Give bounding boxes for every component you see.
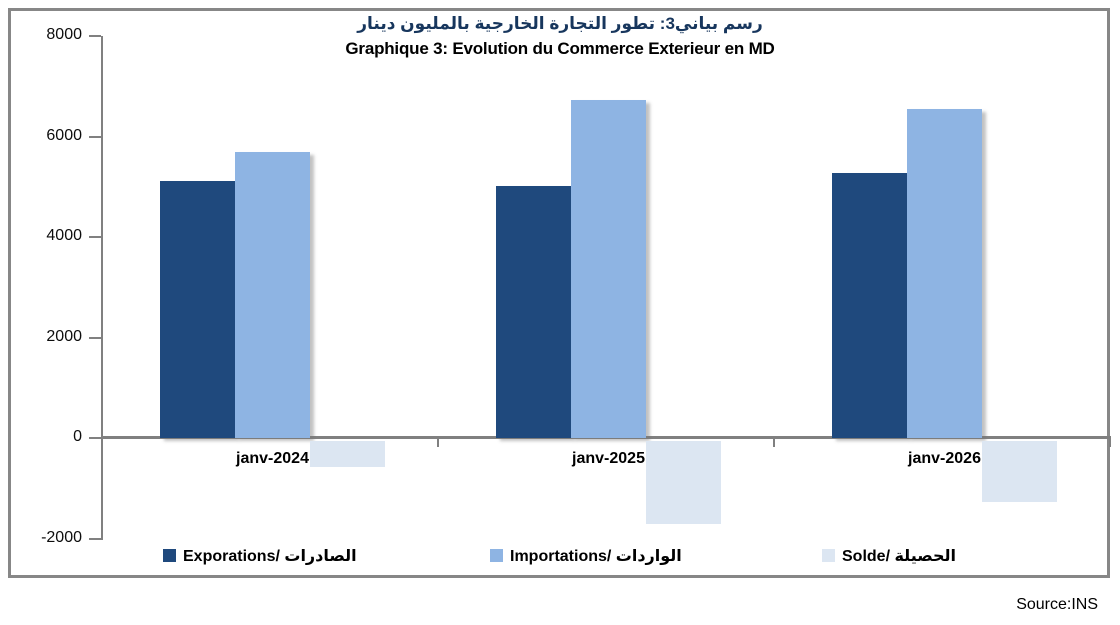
legend-label-solde: Solde/ الحصيلة (842, 548, 957, 565)
x-tick (1109, 436, 1111, 447)
y-tick-label: 2000 (46, 327, 82, 345)
y-tick (89, 336, 101, 339)
x-tick (437, 436, 439, 447)
legend-label-exports: Exporations/ الصادرات (183, 548, 357, 565)
chart-border (8, 8, 1110, 578)
bar-series2-janv-2026 (982, 441, 1057, 503)
legend-item-exports: Exporations/ الصادرات (163, 546, 357, 566)
bar-series1-janv-2025 (571, 99, 646, 438)
y-tick (89, 135, 101, 138)
x-tick (773, 436, 775, 447)
x-category-label: janv-2025 (572, 450, 645, 467)
y-tick-label: 4000 (46, 227, 82, 244)
source-label: Source:INS (1016, 596, 1098, 613)
bar-series0-janv-2025 (496, 186, 571, 438)
y-tick-label: 8000 (46, 26, 82, 43)
y-tick (89, 537, 101, 540)
x-tick (101, 436, 103, 447)
legend-label-imports: Importations/ الواردات (510, 548, 682, 565)
bar-series1-janv-2024 (235, 152, 310, 438)
legend-swatch-exports (163, 549, 176, 562)
chart-title-block: رسم بياني3: تطور التجارة الخارجية بالملي… (0, 12, 1120, 61)
legend-swatch-imports (490, 549, 503, 562)
bar-series0-janv-2024 (160, 181, 235, 438)
y-tick (89, 437, 101, 439)
x-category-label: janv-2024 (236, 450, 309, 467)
y-axis-line (101, 36, 103, 540)
legend-item-imports: Importations/ الواردات (490, 546, 682, 566)
x-category-label: janv-2026 (908, 450, 981, 467)
bar-series2-janv-2024 (310, 441, 385, 468)
y-tick-label: 0 (73, 428, 82, 445)
bar-series2-janv-2025 (646, 441, 721, 525)
y-tick (89, 236, 101, 238)
bar-series0-janv-2026 (832, 173, 907, 438)
y-tick (89, 35, 101, 37)
y-tick-label: -2000 (41, 528, 82, 546)
chart-title-french: Graphique 3: Evolution du Commerce Exter… (345, 38, 775, 58)
bar-series1-janv-2026 (907, 108, 982, 438)
legend-swatch-solde (822, 549, 835, 562)
y-tick-label: 6000 (46, 126, 82, 144)
legend-item-solde: Solde/ الحصيلة (822, 546, 956, 566)
chart-title-arabic: رسم بياني3: تطور التجارة الخارجية بالملي… (357, 14, 763, 33)
